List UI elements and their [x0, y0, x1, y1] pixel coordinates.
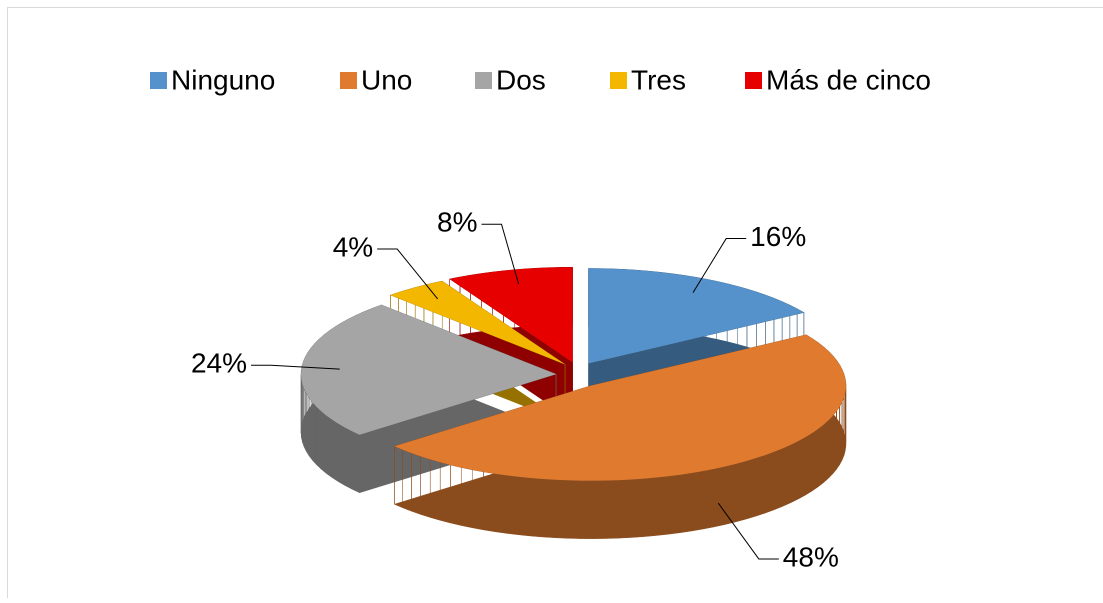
legend-swatch	[475, 72, 492, 89]
data-label: 24%	[191, 348, 247, 379]
legend-label: Dos	[496, 64, 546, 95]
data-label: 4%	[333, 231, 373, 262]
legend-swatch	[745, 72, 762, 89]
legend-label: Ninguno	[171, 64, 275, 95]
data-label: 16%	[750, 221, 806, 252]
legend-swatch	[150, 72, 167, 89]
legend-label: Uno	[361, 64, 412, 95]
data-label: 8%	[437, 207, 477, 238]
data-label: 48%	[783, 541, 839, 572]
legend-label: Más de cinco	[766, 64, 931, 95]
legend-label: Tres	[631, 64, 686, 95]
legend-swatch	[610, 72, 627, 89]
legend-swatch	[340, 72, 357, 89]
